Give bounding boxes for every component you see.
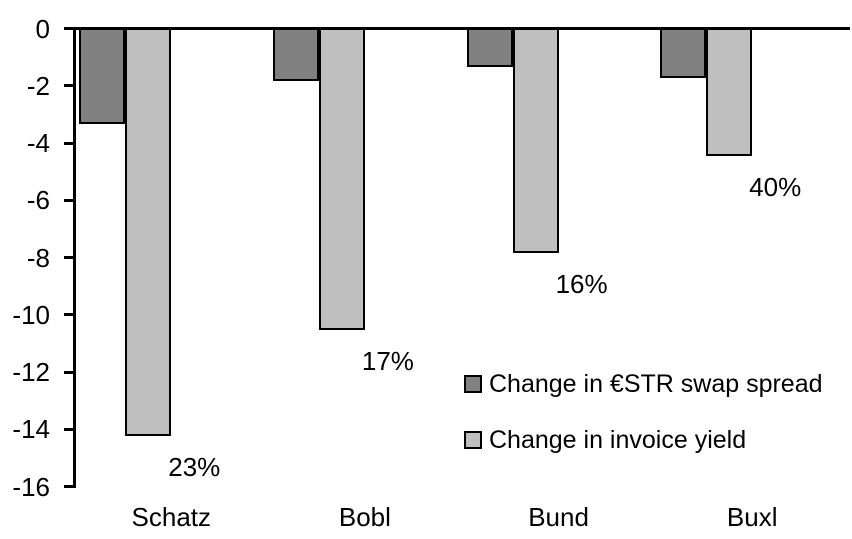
bar-value-label: 23% xyxy=(168,452,221,482)
y-axis-tick xyxy=(64,427,75,431)
x-axis-label-bund: Bund xyxy=(528,502,589,532)
y-axis-tick-label: -2 xyxy=(26,70,50,101)
bar-bund-swap-spread xyxy=(466,27,513,67)
y-axis-tick-label: -16 xyxy=(12,471,50,502)
bar-schatz-invoice-yield xyxy=(125,27,172,436)
y-axis-tick xyxy=(64,313,75,317)
bar-bund-invoice-yield xyxy=(512,27,559,253)
y-axis-tick xyxy=(64,370,75,374)
bar-bobl-invoice-yield xyxy=(318,27,365,331)
legend: Change in €STR swap spread Change in inv… xyxy=(464,370,823,482)
bar-value-label: 40% xyxy=(749,171,802,202)
x-axis-label-bobl: Bobl xyxy=(338,502,391,532)
bar-value-label: 16% xyxy=(555,268,608,299)
y-axis-tick-label: -4 xyxy=(26,128,50,158)
legend-item-invoice-yield: Change in invoice yield xyxy=(464,426,823,454)
y-axis-tick-label: 0 xyxy=(35,13,50,44)
legend-swatch-dark-icon xyxy=(464,375,482,393)
legend-label-swap-spread: Change in €STR swap spread xyxy=(489,370,823,398)
x-axis-zero-line xyxy=(64,27,850,30)
bar-bobl-swap-spread xyxy=(272,27,319,81)
y-axis-tick-label: -8 xyxy=(26,242,50,273)
legend-item-swap-spread: Change in €STR swap spread xyxy=(464,370,823,398)
bar-schatz-swap-spread xyxy=(79,27,126,124)
bar-value-label: 17% xyxy=(361,346,414,377)
y-axis-tick xyxy=(64,485,75,488)
y-axis-tick-label: -12 xyxy=(12,357,50,387)
y-axis-tick-label: -10 xyxy=(12,299,50,330)
y-axis-tick-label: -14 xyxy=(12,414,50,445)
legend-swatch-light-icon xyxy=(464,431,482,449)
y-axis-line xyxy=(73,27,76,488)
y-axis-tick-label: -6 xyxy=(26,185,50,216)
y-axis-tick xyxy=(64,141,75,145)
x-axis-label-buxl: Buxl xyxy=(726,502,778,532)
legend-label-invoice-yield: Change in invoice yield xyxy=(489,426,747,454)
x-axis-label-schatz: Schatz xyxy=(131,502,212,532)
bar-buxl-invoice-yield xyxy=(706,27,753,156)
y-axis-tick xyxy=(64,84,75,88)
y-axis-tick xyxy=(64,198,75,202)
y-axis-tick xyxy=(64,256,75,259)
bar-buxl-swap-spread xyxy=(660,27,707,79)
